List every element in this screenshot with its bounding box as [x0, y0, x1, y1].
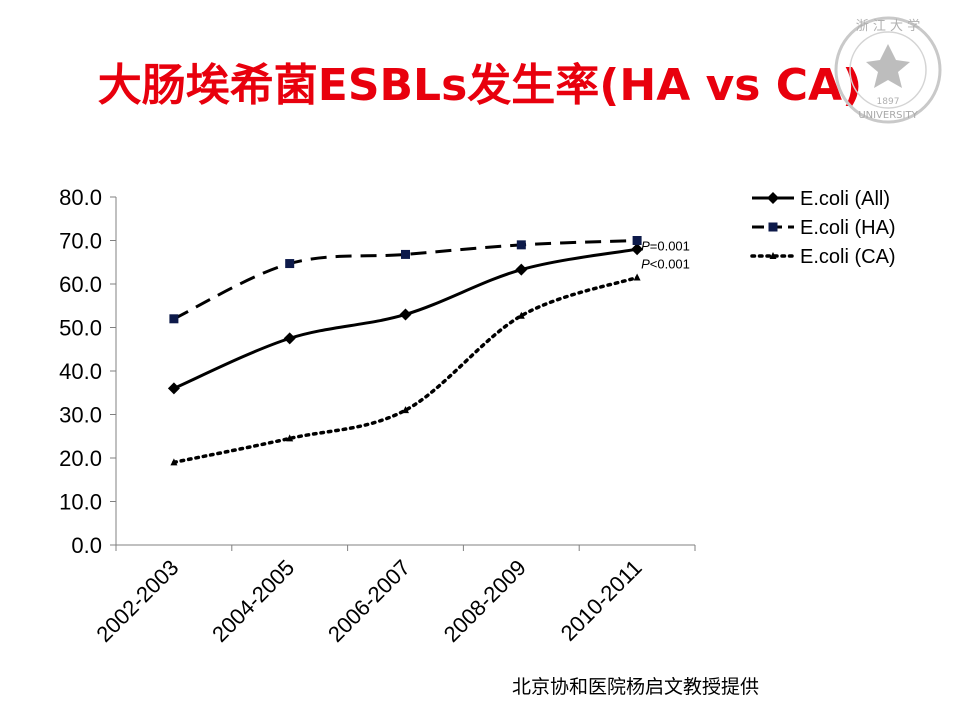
series-line-1: [173, 239, 638, 321]
seal-text-bottom: UNIVERSITY: [858, 110, 918, 121]
y-tick-label: 20.0: [59, 446, 102, 471]
y-tick-label: 80.0: [59, 185, 102, 210]
p-value-text: <0.001: [650, 257, 690, 272]
data-point-1-3: [516, 240, 526, 250]
data-point-0-0: [167, 382, 180, 395]
data-point-2-3: [517, 311, 525, 319]
data-point-0-4: [631, 243, 644, 256]
data-point-0-2: [399, 308, 412, 321]
x-tick-label: 2002-2003: [91, 555, 183, 647]
legend-label: E.coli (HA): [800, 217, 896, 239]
data-point-0-1: [283, 332, 296, 345]
x-tick-label: 2006-2007: [323, 555, 415, 647]
x-tick-label: 2010-2011: [556, 555, 647, 646]
legend-marker-2: [769, 252, 777, 259]
p-value-symbol: P: [641, 257, 650, 272]
x-tick-label: 2008-2009: [439, 555, 531, 647]
y-tick-label: 60.0: [59, 272, 102, 297]
data-point-0-3: [515, 263, 528, 276]
seal-year: 1897: [877, 97, 900, 107]
y-tick-label: 10.0: [59, 490, 102, 515]
series-line-2: [172, 275, 639, 465]
data-point-1-4: [632, 236, 642, 245]
y-tick-label: 0.0: [71, 533, 102, 558]
p-value-symbol: P: [641, 239, 650, 254]
slide-title: 大肠埃希菌ESBLs发生率(HA vs CA): [97, 60, 863, 111]
y-tick-label: 70.0: [59, 229, 102, 254]
data-point-1-1: [285, 259, 295, 269]
data-point-2-1: [286, 434, 294, 442]
legend-marker-1: [768, 222, 778, 232]
seal-text-top: 浙 江 大 学: [856, 18, 920, 34]
legend-marker-0: [767, 192, 779, 204]
data-point-2-0: [170, 458, 178, 466]
source-credit: 北京协和医院杨启文教授提供: [512, 676, 760, 698]
data-point-2-4: [633, 273, 641, 281]
y-tick-label: 30.0: [59, 403, 102, 428]
p-value-text: =0.001: [650, 239, 690, 254]
legend-label: E.coli (CA): [800, 246, 896, 268]
data-point-1-0: [169, 314, 179, 324]
data-point-1-2: [401, 249, 410, 259]
y-tick-label: 50.0: [59, 316, 102, 341]
x-tick-label: 2004-2005: [207, 555, 299, 647]
university-seal-icon: 浙 江 大 学 1897 UNIVERSITY: [834, 16, 942, 124]
p-value-annotation: P<0.001: [641, 257, 690, 272]
legend-label: E.coli (All): [800, 188, 890, 210]
y-tick-label: 40.0: [59, 359, 102, 384]
data-point-2-2: [402, 406, 409, 414]
p-value-annotation: P=0.001: [641, 239, 690, 254]
